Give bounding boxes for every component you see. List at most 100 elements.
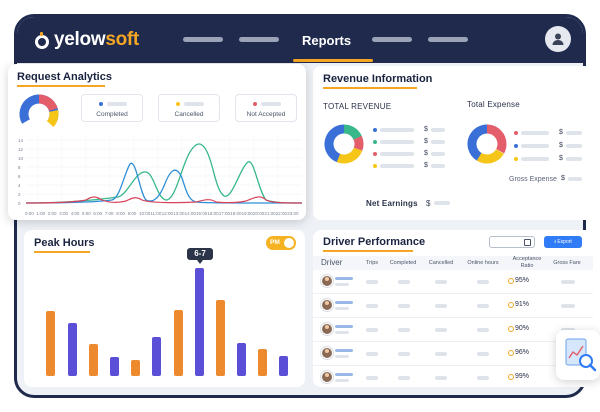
logo-text-accent: soft (105, 29, 139, 50)
value-placeholder (566, 157, 582, 161)
table-row[interactable]: 90% (313, 318, 593, 342)
col-cancelled: Cancelled (428, 260, 454, 266)
driver-name-placeholder (335, 301, 353, 304)
currency-symbol: $ (426, 199, 431, 208)
x-tick: 16:00 (207, 211, 219, 216)
legend-value-placeholder (107, 102, 127, 106)
y-tick: 6 (18, 174, 21, 179)
col-acceptance-ratio: Acceptance Ratio (512, 256, 542, 269)
x-tick: 15:00 (196, 211, 208, 216)
report-document-widget[interactable] (556, 330, 600, 380)
nav-item-placeholder-3[interactable] (372, 37, 412, 42)
table-row[interactable]: 91% (313, 294, 593, 318)
request-line-chart (26, 134, 302, 204)
legend-dot (373, 152, 377, 156)
table-row[interactable]: 96% (313, 342, 593, 366)
bar-purple-peak[interactable] (195, 268, 204, 376)
toggle-knob (284, 238, 294, 248)
net-earnings-label: Net Earnings (366, 199, 418, 208)
bar-purple[interactable] (279, 356, 288, 376)
legend-placeholder (380, 152, 414, 156)
online-hours-placeholder (477, 376, 489, 380)
export-label: Export (557, 239, 572, 245)
x-tick: 8:00 (116, 211, 125, 216)
legend-cancelled[interactable]: Cancelled (158, 94, 220, 122)
revenue-donut-chart (324, 124, 364, 164)
bar-orange[interactable] (258, 349, 267, 376)
date-picker-input[interactable] (489, 236, 535, 248)
trips-placeholder (366, 328, 378, 332)
user-profile-button[interactable] (545, 26, 571, 52)
ratio-icon (508, 350, 514, 356)
value-placeholder (431, 152, 445, 156)
driver-performance-title: Driver Performance (323, 236, 426, 248)
nav-item-placeholder-1[interactable] (183, 37, 223, 42)
calendar-icon (524, 239, 531, 246)
currency-symbol: $ (424, 162, 428, 169)
request-analytics-card: Request Analytics Completed Cancelled No… (8, 64, 306, 220)
completed-placeholder (398, 280, 410, 284)
cancelled-placeholder (435, 328, 447, 332)
completed-placeholder (398, 304, 410, 308)
value-placeholder (434, 201, 450, 205)
gross-expense-label: Gross Expense (509, 176, 557, 183)
bar-orange[interactable] (131, 360, 140, 376)
col-gross-fare: Gross Fare (553, 260, 581, 266)
col-trips: Trips (365, 260, 379, 266)
report-search-icon (565, 338, 597, 372)
legend-dot (99, 102, 103, 106)
bar-orange[interactable] (46, 311, 55, 376)
x-tick: 10:00 (139, 211, 151, 216)
y-tick: 12 (18, 147, 24, 152)
nav-item-placeholder-4[interactable] (428, 37, 468, 42)
logo[interactable]: yelow soft (35, 29, 139, 51)
export-icon: ⭳ (554, 239, 558, 245)
peak-hours-title-underline (34, 251, 90, 253)
acceptance-ratio: 90% (515, 325, 530, 332)
currency-symbol: $ (559, 129, 563, 136)
y-tick: 10 (18, 156, 24, 161)
driver-avatar (321, 299, 333, 311)
legend-dot (253, 102, 257, 106)
series-green-line (26, 143, 302, 204)
bar-orange[interactable] (216, 300, 225, 376)
nav-tab-reports[interactable]: Reports (302, 33, 352, 48)
value-placeholder (566, 144, 582, 148)
driver-sub-placeholder (335, 331, 349, 334)
online-hours-placeholder (477, 304, 489, 308)
driver-name-placeholder (335, 277, 353, 280)
request-donut-chart (19, 94, 59, 134)
y-tick: 0 (18, 201, 21, 206)
legend-completed[interactable]: Completed (81, 94, 143, 122)
bar-purple[interactable] (68, 323, 77, 376)
driver-sub-placeholder (335, 307, 349, 310)
legend-placeholder (380, 128, 414, 132)
legend-not-accepted[interactable]: Not Accepted (235, 94, 297, 122)
bar-purple[interactable] (110, 357, 119, 376)
bar-orange[interactable] (174, 310, 183, 376)
online-hours-placeholder (477, 280, 489, 284)
table-row[interactable]: 99% (313, 366, 593, 390)
x-tick: 14:00 (184, 211, 196, 216)
value-placeholder (566, 131, 582, 135)
table-header (313, 256, 593, 270)
nav-item-placeholder-2[interactable] (239, 37, 279, 42)
completed-placeholder (398, 376, 410, 380)
bar-orange[interactable] (89, 344, 98, 376)
export-button[interactable]: ⭳ Export (544, 236, 582, 248)
table-row[interactable]: 95% (313, 270, 593, 294)
y-tick: 2 (18, 192, 21, 197)
legend-dot (514, 157, 518, 161)
x-tick: 2:00 (47, 211, 57, 216)
y-tick: 8 (18, 165, 21, 170)
legend-dot (373, 128, 377, 132)
am-pm-toggle[interactable]: PM (266, 236, 296, 250)
completed-placeholder (398, 352, 410, 356)
acceptance-ratio: 91% (515, 301, 530, 308)
currency-symbol: $ (424, 150, 428, 157)
bar-purple[interactable] (152, 337, 161, 376)
x-tick: 18:00 (230, 211, 242, 216)
legend-dot (514, 144, 518, 148)
bar-purple[interactable] (237, 343, 246, 376)
col-driver: Driver (321, 258, 343, 267)
